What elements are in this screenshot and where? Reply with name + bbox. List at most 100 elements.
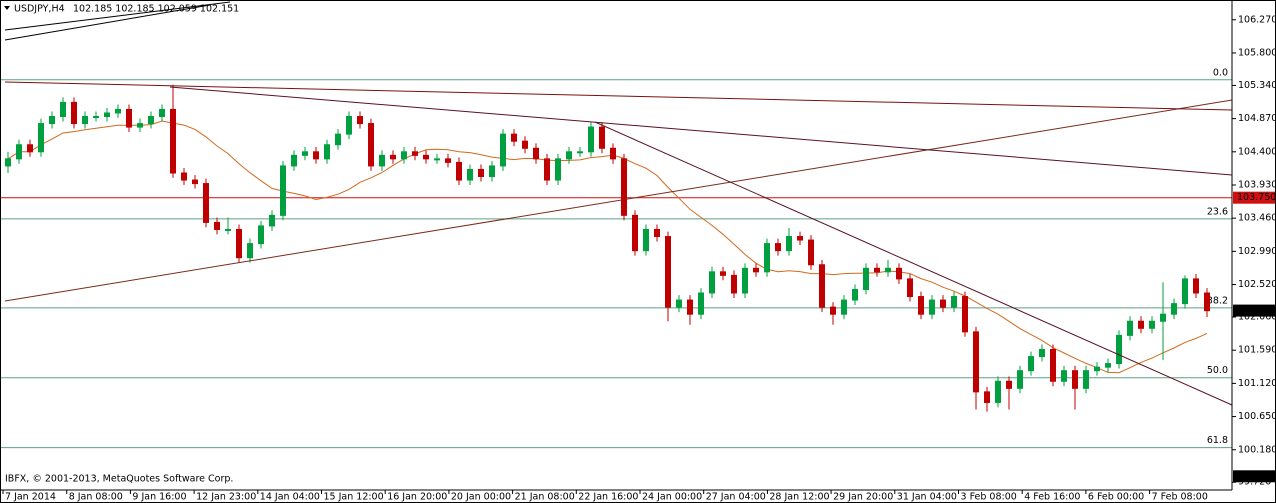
candle-body <box>82 115 88 125</box>
candle-body <box>93 115 99 118</box>
quote: 102.185 102.185 102.059 102.151 <box>73 4 239 15</box>
y-tick-label: 100.650 <box>1238 411 1276 422</box>
candle-body <box>665 236 671 308</box>
y-tick-label: 102.990 <box>1238 246 1276 257</box>
candle-body <box>544 158 550 181</box>
candle-body <box>346 115 352 135</box>
candle-body <box>159 108 165 117</box>
trend-line <box>4 99 1233 302</box>
candle-body <box>5 158 11 167</box>
candle-body <box>60 101 66 117</box>
candle-body <box>500 133 506 167</box>
candle-body <box>610 147 616 160</box>
fib-label: 50.0 <box>1207 365 1228 376</box>
candle-body <box>786 236 792 252</box>
candle-body <box>357 115 363 125</box>
x-tick-label: 28 Jan 12:00 <box>769 492 829 503</box>
candle-body <box>742 267 748 294</box>
candle-body <box>962 296 968 333</box>
candle-body <box>1204 292 1210 312</box>
candle-body <box>720 271 726 276</box>
x-tick-label: 20 Jan 00:00 <box>451 492 511 503</box>
candle-body <box>38 123 44 153</box>
candle-body <box>467 168 473 181</box>
candle-body <box>192 179 198 185</box>
candle-body <box>588 126 594 153</box>
candle-body <box>863 267 869 290</box>
y-tick-label: 100.180 <box>1238 444 1276 455</box>
candle-body <box>929 299 935 315</box>
candle-body <box>1105 363 1111 368</box>
x-tick-label: 7 Feb 08:00 <box>1152 492 1208 503</box>
trend-line <box>4 1 231 31</box>
candle-body <box>247 243 253 259</box>
candle-body <box>577 151 583 154</box>
candle-body <box>940 299 946 308</box>
trend-line <box>4 4 211 41</box>
fib-label: 38.2 <box>1207 295 1228 306</box>
candle-body <box>555 158 561 181</box>
candle-body <box>511 133 517 142</box>
candle-body <box>1006 380 1012 389</box>
last-price-label: 102.151 <box>1237 305 1276 316</box>
y-tick-label: 105.800 <box>1238 47 1276 58</box>
trend-line <box>4 81 1233 111</box>
candle-body <box>126 108 132 128</box>
y-tick-label: 106.270 <box>1238 14 1276 25</box>
candle-body <box>280 165 286 216</box>
candle-body <box>181 172 187 181</box>
candle-body <box>27 144 33 153</box>
candle-body <box>709 271 715 294</box>
candle-body <box>918 296 924 315</box>
candle-body <box>104 112 110 117</box>
candle-body <box>456 161 462 181</box>
candle-body <box>687 299 693 315</box>
trend-line <box>594 121 1233 406</box>
y-tick-label: 103.930 <box>1238 179 1276 190</box>
x-tick-label: 4 Feb 16:00 <box>1024 492 1080 503</box>
candle-body <box>1182 278 1188 305</box>
candle-body <box>478 168 484 178</box>
candle-body <box>698 292 704 315</box>
candle-body <box>1039 348 1045 358</box>
candle-body <box>115 108 121 114</box>
y-tick-label: 105.340 <box>1238 80 1276 91</box>
plot-layer: 0.0 23.6 38.2 50.0 61.8 <box>0 67 1232 449</box>
bottom-price-box <box>1233 470 1275 483</box>
candle-body <box>907 278 913 298</box>
copyright: IBFX, © 2001-2013, MetaQuotes Software C… <box>5 474 233 485</box>
candle-body <box>1138 320 1144 329</box>
candle-body <box>1160 313 1166 322</box>
candle-body <box>148 115 154 125</box>
trend-lines <box>4 1 1233 406</box>
x-tick-label: 9 Jan 16:00 <box>132 492 186 503</box>
candle-body <box>643 228 649 252</box>
candle-body <box>258 225 264 245</box>
candle-body <box>1116 334 1122 365</box>
candle-body <box>621 158 627 216</box>
candle-body <box>1028 356 1034 372</box>
x-tick-label: 29 Jan 20:00 <box>833 492 893 503</box>
candle-body <box>808 239 814 266</box>
candle-body <box>885 267 891 273</box>
x-tick-label: 8 Jan 08:00 <box>69 492 123 503</box>
candle-body <box>830 306 836 315</box>
symbol: USDJPY,H4 <box>14 4 65 15</box>
y-tick-label: 104.870 <box>1238 113 1276 124</box>
candle-body <box>775 243 781 252</box>
candle-body <box>324 144 330 160</box>
candle-body <box>49 115 55 125</box>
x-tick-label: 31 Jan 04:00 <box>897 492 957 503</box>
y-tick-label: 102.060 <box>1238 312 1276 323</box>
trend-line <box>169 86 1233 176</box>
resistance-label: 103.750 <box>1237 192 1276 203</box>
candle-body <box>995 380 1001 403</box>
candle-body <box>841 299 847 315</box>
x-tick-label: 15 Jan 12:00 <box>324 492 384 503</box>
candle-body <box>489 165 495 178</box>
x-tick-label: 16 Jan 20:00 <box>387 492 447 503</box>
candle-body <box>434 158 440 161</box>
candle-body <box>654 228 660 238</box>
last-price-box <box>1233 304 1275 317</box>
